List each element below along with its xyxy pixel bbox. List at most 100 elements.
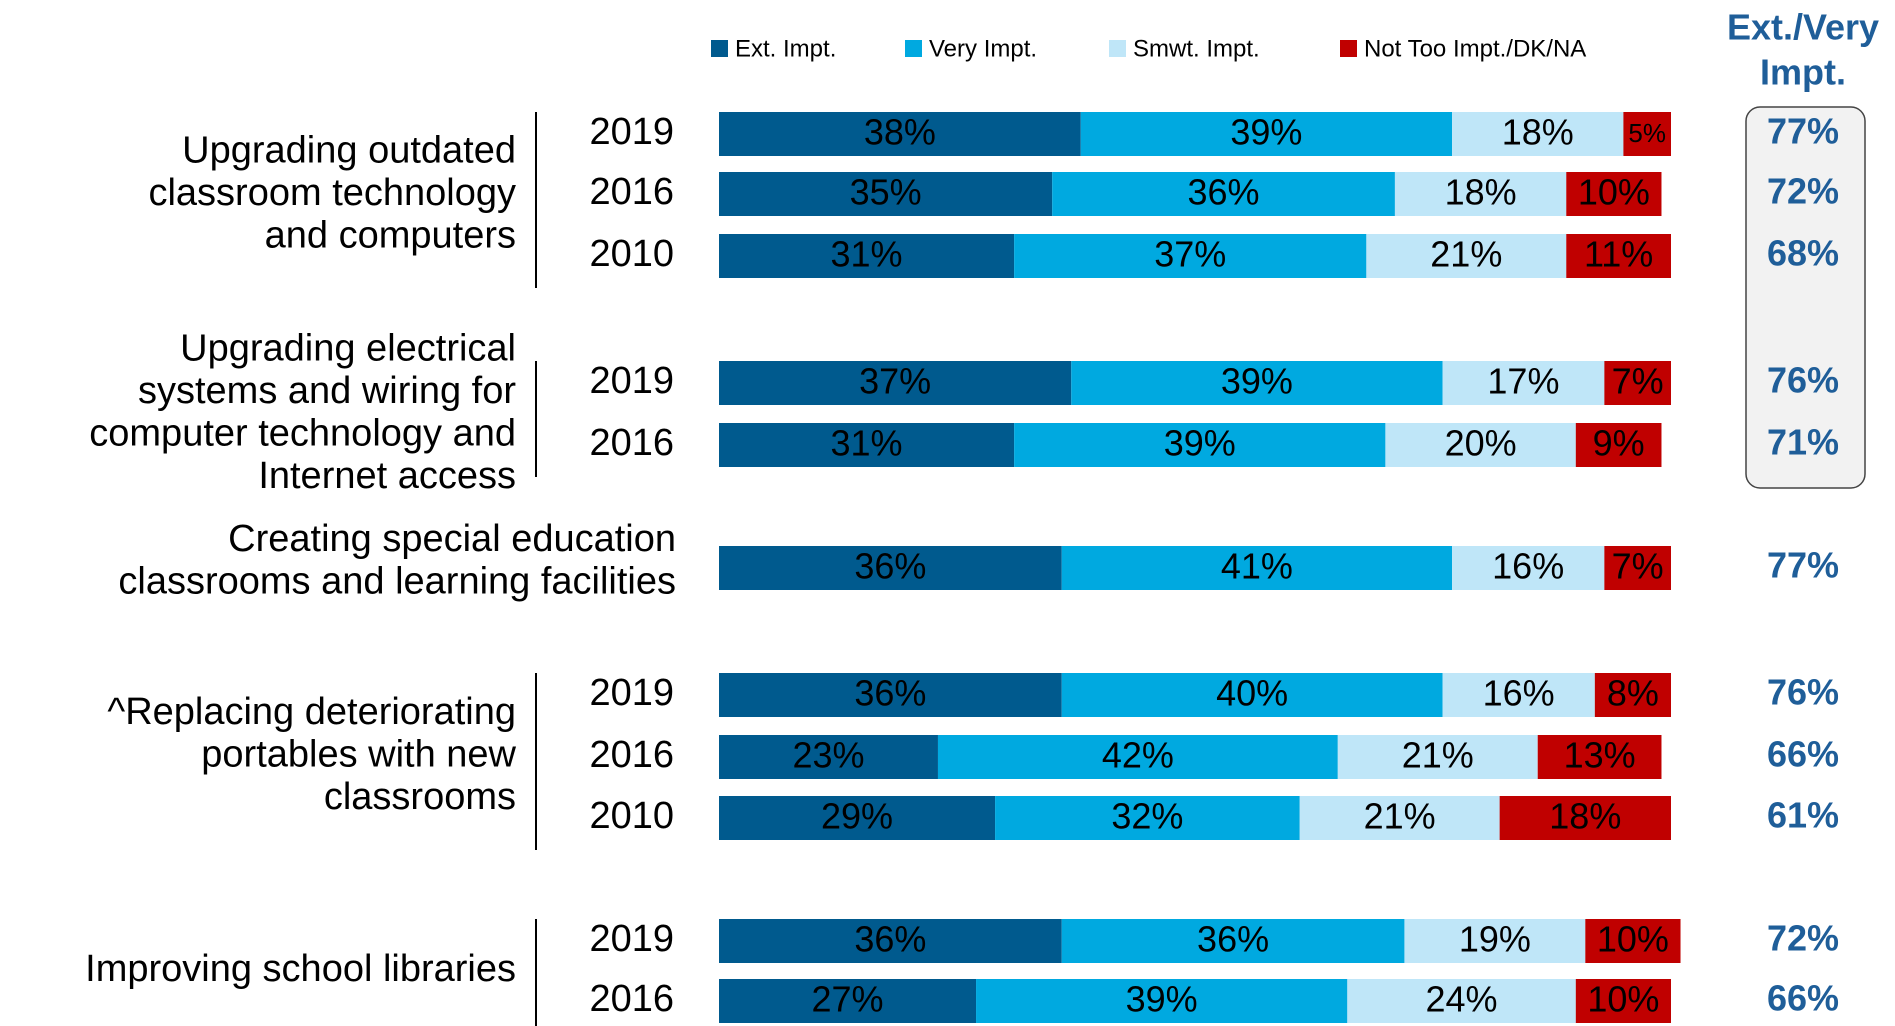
bar-segment bbox=[1452, 112, 1624, 156]
year-label: 2019 bbox=[589, 672, 674, 714]
year-label: 2010 bbox=[589, 795, 674, 837]
value-label: 40% bbox=[1216, 673, 1288, 714]
total-label: 72% bbox=[1767, 171, 1839, 212]
bar-segment bbox=[1394, 172, 1567, 216]
bar-segment bbox=[1052, 172, 1395, 216]
value-label: 20% bbox=[1445, 423, 1517, 464]
totals-title: Impt. bbox=[1760, 52, 1846, 93]
group-label: computer technology and bbox=[89, 412, 516, 454]
group-label: and computers bbox=[265, 215, 516, 257]
legend-label: Ext. Impt. bbox=[735, 35, 836, 62]
group-label: Improving school libraries bbox=[85, 948, 516, 990]
bar-segment bbox=[1594, 673, 1671, 717]
value-label: 38% bbox=[864, 112, 936, 153]
year-label: 2016 bbox=[589, 171, 674, 213]
bar-segment bbox=[1604, 546, 1671, 590]
value-label: 7% bbox=[1612, 361, 1664, 402]
value-label: 19% bbox=[1459, 919, 1531, 960]
legend-swatch bbox=[905, 40, 922, 57]
group-label: Upgrading outdated bbox=[182, 130, 516, 172]
value-label: 5% bbox=[1628, 118, 1666, 148]
bar-segment bbox=[719, 234, 1015, 278]
bar-segment bbox=[976, 979, 1348, 1023]
value-label: 37% bbox=[1154, 234, 1226, 275]
year-label: 2019 bbox=[589, 360, 674, 402]
value-label: 39% bbox=[1230, 112, 1302, 153]
value-label: 21% bbox=[1364, 796, 1436, 837]
value-label: 36% bbox=[854, 673, 926, 714]
value-label: 10% bbox=[1597, 919, 1669, 960]
bar-segment bbox=[719, 673, 1062, 717]
bar-segment bbox=[1604, 361, 1671, 405]
year-label: 2016 bbox=[589, 978, 674, 1020]
group-label: classrooms and learning facilities bbox=[118, 560, 676, 602]
value-label: 31% bbox=[831, 234, 903, 275]
total-label: 76% bbox=[1767, 672, 1839, 713]
group-label: Creating special education bbox=[228, 518, 676, 560]
bar-segment bbox=[1575, 979, 1671, 1023]
bar-segment bbox=[1014, 423, 1386, 467]
value-label: 16% bbox=[1483, 673, 1555, 714]
group-label: Internet access bbox=[258, 455, 516, 497]
bar-segment bbox=[719, 546, 1062, 590]
bar-segment bbox=[1061, 673, 1443, 717]
bar-segment bbox=[719, 112, 1081, 156]
year-label: 2010 bbox=[589, 233, 674, 275]
group-label: systems and wiring for bbox=[138, 370, 516, 412]
bar-segment bbox=[719, 919, 1062, 963]
bar-segment bbox=[1623, 112, 1671, 156]
total-label: 66% bbox=[1767, 734, 1839, 775]
bar-segment bbox=[1442, 361, 1605, 405]
value-label: 18% bbox=[1502, 112, 1574, 153]
totals-title: Ext./Very bbox=[1727, 7, 1879, 48]
value-label: 37% bbox=[859, 361, 931, 402]
value-label: 36% bbox=[1197, 919, 1269, 960]
value-label: 39% bbox=[1164, 423, 1236, 464]
bar-segment bbox=[937, 735, 1338, 779]
bar-segment bbox=[719, 361, 1072, 405]
year-label: 2016 bbox=[589, 734, 674, 776]
bar-segment bbox=[995, 796, 1300, 840]
total-label: 77% bbox=[1767, 545, 1839, 586]
value-label: 24% bbox=[1426, 979, 1498, 1020]
value-label: 29% bbox=[821, 796, 893, 837]
value-label: 11% bbox=[1584, 234, 1653, 275]
highlight-box bbox=[1745, 106, 1866, 489]
group-label: Upgrading electrical bbox=[180, 327, 516, 369]
bar-segment bbox=[719, 735, 938, 779]
bar-segment bbox=[719, 796, 996, 840]
value-label: 39% bbox=[1126, 979, 1198, 1020]
value-label: 21% bbox=[1402, 735, 1474, 776]
bar-segment bbox=[1537, 735, 1662, 779]
bar-segment bbox=[1385, 423, 1576, 467]
bar-segment bbox=[1061, 546, 1453, 590]
bar-segment bbox=[1575, 423, 1662, 467]
total-label: 61% bbox=[1767, 795, 1839, 836]
value-label: 39% bbox=[1221, 361, 1293, 402]
bar-segment bbox=[1299, 796, 1500, 840]
bar-segment bbox=[1585, 919, 1681, 963]
legend-label: Not Too Impt./DK/NA bbox=[1364, 35, 1586, 62]
group-label: classroom technology bbox=[148, 172, 516, 214]
value-label: 35% bbox=[850, 172, 922, 213]
value-label: 17% bbox=[1487, 361, 1559, 402]
value-label: 23% bbox=[792, 735, 864, 776]
bar-segment bbox=[1452, 546, 1605, 590]
group-label: portables with new bbox=[201, 734, 516, 776]
total-label: 76% bbox=[1767, 360, 1839, 401]
group-label: classrooms bbox=[324, 776, 516, 818]
bar-segment bbox=[1080, 112, 1453, 156]
total-label: 66% bbox=[1767, 978, 1839, 1019]
value-label: 16% bbox=[1492, 546, 1564, 587]
bar-segment bbox=[1566, 234, 1671, 278]
year-label: 2016 bbox=[589, 422, 674, 464]
value-label: 10% bbox=[1587, 979, 1659, 1020]
bar-segment bbox=[1566, 172, 1662, 216]
legend-swatch bbox=[711, 40, 728, 57]
legend-swatch bbox=[1340, 40, 1357, 57]
value-label: 36% bbox=[854, 919, 926, 960]
year-label: 2019 bbox=[589, 111, 674, 153]
value-label: 27% bbox=[811, 979, 883, 1020]
bar-segment bbox=[1499, 796, 1671, 840]
total-label: 71% bbox=[1767, 422, 1839, 463]
